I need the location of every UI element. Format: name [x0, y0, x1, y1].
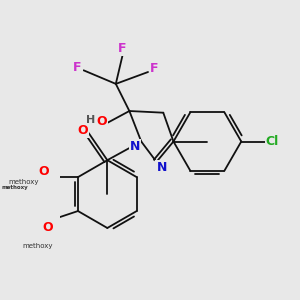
- Text: methoxy: methoxy: [2, 185, 28, 190]
- Text: O: O: [77, 124, 88, 137]
- Text: O: O: [42, 221, 53, 235]
- Text: F: F: [73, 61, 82, 74]
- Text: methoxy: methoxy: [22, 243, 52, 249]
- Text: O: O: [39, 164, 50, 178]
- Text: N: N: [130, 140, 140, 153]
- Text: O: O: [96, 115, 106, 128]
- Text: Cl: Cl: [266, 135, 279, 148]
- Text: methoxy: methoxy: [8, 179, 39, 185]
- Text: F: F: [150, 62, 158, 75]
- Text: H: H: [86, 115, 95, 125]
- Text: F: F: [118, 43, 127, 56]
- Text: N: N: [156, 161, 167, 175]
